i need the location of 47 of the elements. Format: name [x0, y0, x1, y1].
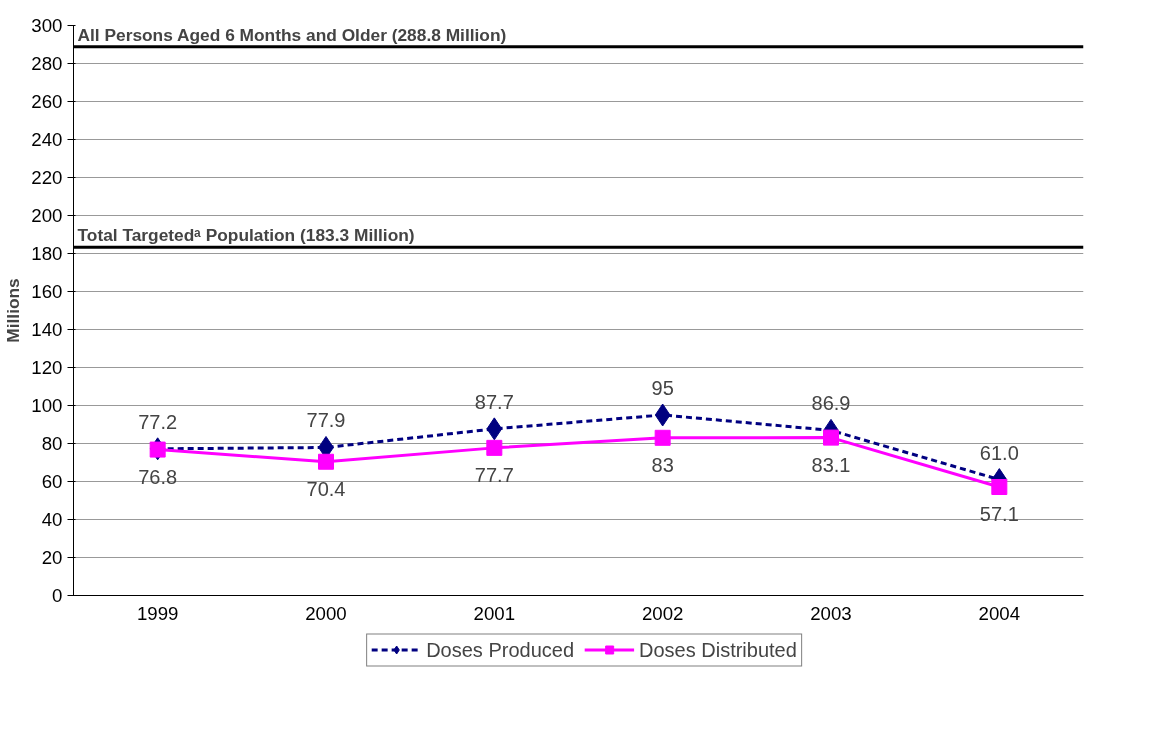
- y-tick-label: 300: [31, 15, 63, 36]
- data-label: 77.9: [306, 409, 346, 432]
- y-tick-label: 180: [31, 243, 63, 264]
- x-tick-label: 2003: [810, 602, 852, 624]
- point: [486, 417, 503, 441]
- data-label: 87.7: [474, 390, 514, 413]
- point: [654, 403, 671, 427]
- ref-line-label: All Persons Aged 6 Months and Older (288.8 Million): [77, 24, 507, 45]
- data-label: 61.0: [979, 441, 1019, 464]
- data-label: 70.4: [306, 477, 346, 500]
- point: [149, 441, 166, 458]
- ref-line-label: Total Targetedᵃ Population (183.3 Million): [77, 225, 415, 246]
- x-tick-label: 2004: [978, 602, 1021, 624]
- data-label: 83.1: [811, 453, 851, 476]
- point: [486, 439, 503, 456]
- y-tick-label: 100: [31, 395, 63, 416]
- y-tick-label: 160: [31, 281, 63, 302]
- y-tick-label: 260: [31, 91, 63, 112]
- data-label: 76.8: [138, 465, 178, 488]
- point: [318, 453, 334, 470]
- y-tick-label: 240: [31, 129, 63, 150]
- data-label: 77.7: [474, 463, 514, 486]
- y-tick-label: 120: [31, 357, 63, 378]
- y-tick-label: 140: [31, 319, 63, 340]
- point: [991, 479, 1008, 496]
- y-tick-label: 280: [31, 53, 63, 74]
- y-tick-label: 40: [41, 509, 63, 530]
- y-axis-title: Millions: [3, 278, 24, 343]
- data-label: 95: [651, 377, 674, 399]
- x-tick-label: 2001: [473, 602, 516, 624]
- legend-label: Doses Produced: [426, 638, 575, 661]
- y-tick-label: 60: [41, 471, 63, 492]
- point: [823, 429, 839, 446]
- data-label: 86.9: [811, 392, 851, 415]
- legend-label: Doses Distributed: [639, 638, 797, 661]
- data-label: 83: [651, 453, 674, 476]
- y-tick-label: 20: [41, 547, 63, 568]
- y-tick-label: 220: [31, 167, 63, 188]
- point: [654, 429, 671, 446]
- y-tick-label: 200: [31, 205, 63, 226]
- data-label: 77.2: [138, 410, 178, 433]
- data-label: 57.1: [979, 503, 1019, 526]
- x-tick-label: 2002: [641, 602, 684, 624]
- x-tick-label: 1999: [136, 602, 179, 624]
- x-tick-label: 2000: [305, 602, 347, 624]
- y-tick-label: 80: [41, 433, 63, 454]
- y-tick-label: 0: [52, 585, 63, 606]
